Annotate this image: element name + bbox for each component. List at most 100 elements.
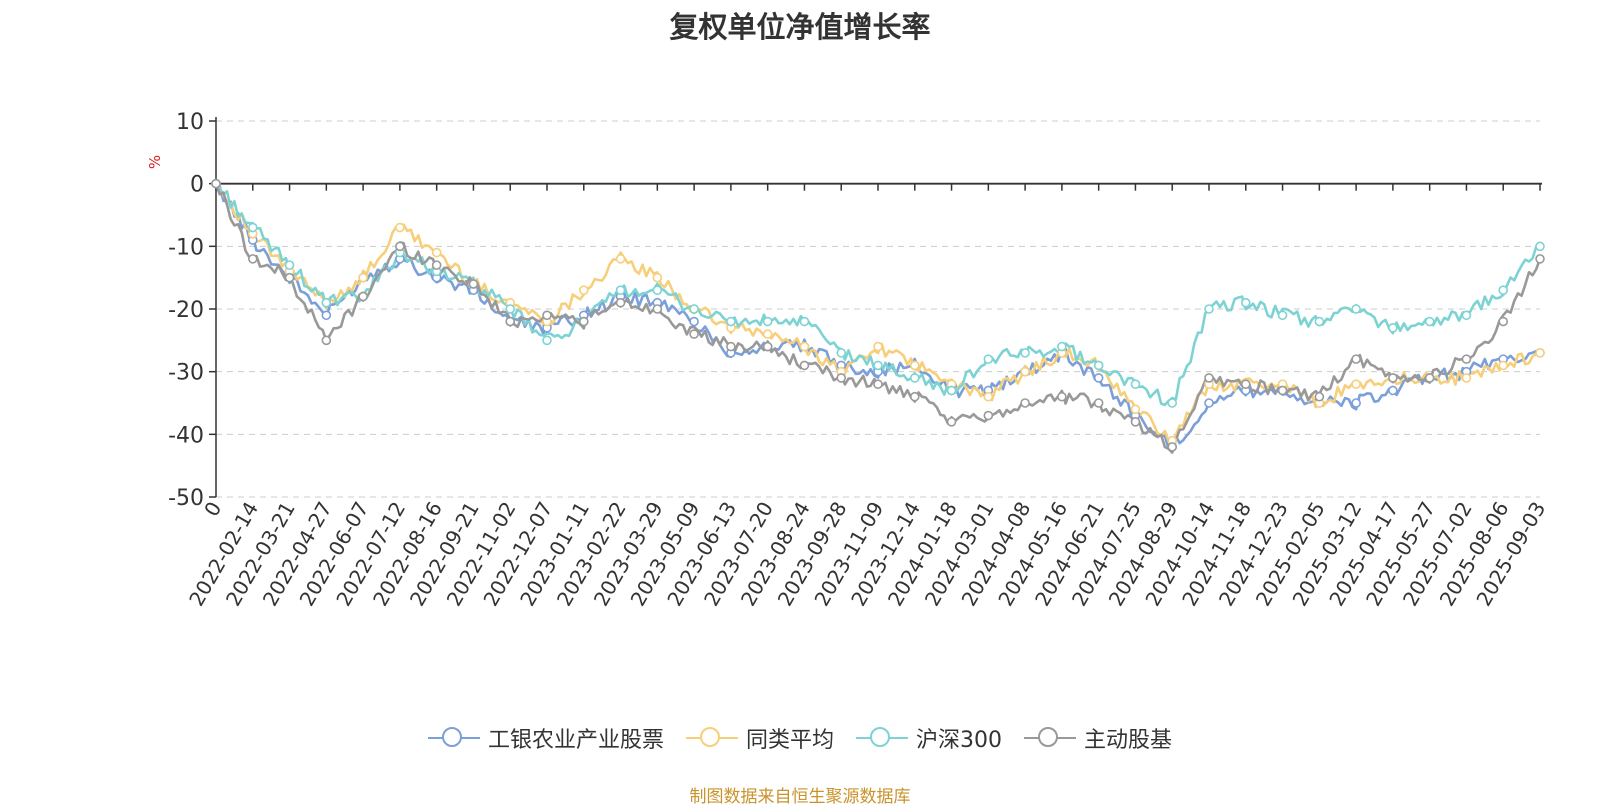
data-point [799,360,810,371]
data-point [1057,341,1067,352]
data-point [762,341,773,352]
data-point [1388,322,1398,333]
data-point [505,316,516,327]
data-source-note: 制图数据来自恒生聚源数据库 [689,787,911,807]
data-point [983,354,994,364]
data-point [873,341,883,352]
data-point [1020,366,1030,377]
legend-circle [699,727,720,747]
data-point [652,304,663,314]
data-point [689,329,699,339]
data-point [321,297,332,308]
series-line [215,182,1541,451]
data-point [652,285,663,296]
data-point [1130,416,1141,427]
data-point [909,360,920,371]
data-point [1424,373,1435,383]
data-point [1314,316,1325,327]
y-tick-label: -40 [168,423,204,448]
data-point [1498,285,1509,296]
series-line [214,183,1542,454]
legend-marker-icon [685,726,738,750]
y-tick-label: 10 [176,110,204,135]
chart-title: 复权单位净值增长率 [669,10,931,44]
data-point [1093,360,1104,371]
data-point [468,279,479,289]
data-point [1130,404,1141,415]
data-point [1167,398,1178,408]
y-tick-label: 0 [190,173,204,198]
data-point [542,335,552,346]
data-point [1057,391,1067,402]
legend-label: 主动股基 [1084,728,1173,753]
series-points [211,178,1545,452]
data-point [1461,310,1472,321]
legend-label: 工银农业产业股票 [487,728,664,753]
data-point [1020,348,1030,358]
legend-label: 沪深300 [916,728,1002,753]
data-point [431,260,442,270]
data-point [284,260,295,270]
data-point [1240,297,1251,308]
data-point [1204,398,1214,408]
data-point [799,341,810,352]
data-point [615,285,626,296]
y-axis: 10 0 -10 -20 -30 -40 -50% [146,110,217,511]
data-point [358,291,368,302]
data-point [983,391,994,402]
data-point [1130,379,1141,390]
data-point [1535,241,1545,252]
data-point [836,348,847,358]
data-point [909,373,920,383]
data-point [726,341,736,352]
data-point [1535,348,1545,358]
legend-item[interactable]: 同类平均 [685,722,834,754]
data-point [211,178,221,189]
data-point [946,416,957,427]
data-point [689,304,699,314]
data-point [762,316,773,327]
data-point [1351,398,1361,408]
data-point [431,247,442,258]
data-point [578,285,589,296]
data-point [321,335,332,346]
data-point [1204,304,1214,314]
data-point [1388,385,1398,396]
data-point [1424,316,1435,327]
data-point [836,373,847,383]
data-point [1351,354,1361,364]
legend-item[interactable]: 工银农业产业股票 [427,722,664,754]
data-point [1277,310,1288,321]
data-point [247,222,258,233]
y-tick-label: -50 [168,486,204,511]
data-point [762,329,773,339]
data-point [1314,391,1325,402]
data-point [909,391,920,402]
data-point [505,304,516,314]
data-point [358,272,368,283]
legend-item[interactable]: 主动股基 [1024,722,1172,754]
data-point [1498,316,1509,327]
data-point [1020,398,1030,408]
data-point [395,241,405,252]
data-point [983,410,994,421]
legend-label: 同类平均 [745,728,834,753]
data-point [1388,373,1398,383]
legend: 工银农业产业股票 同类平均 沪深300 主动股基 [0,722,1600,754]
data-point [1204,373,1214,383]
y-tick-label: -30 [168,361,204,386]
data-point [1093,398,1104,408]
legend-circle [441,727,462,747]
legend-circle [870,727,890,747]
legend-marker-icon [427,726,480,750]
data-point [652,272,663,283]
legend-marker-icon [1024,726,1076,750]
data-point [395,222,405,233]
data-point [1461,354,1472,364]
data-point [726,316,736,327]
data-point [1277,385,1288,396]
legend-item[interactable]: 沪深300 [856,722,1002,754]
data-point [1093,373,1104,383]
legend-marker-icon [856,726,908,750]
